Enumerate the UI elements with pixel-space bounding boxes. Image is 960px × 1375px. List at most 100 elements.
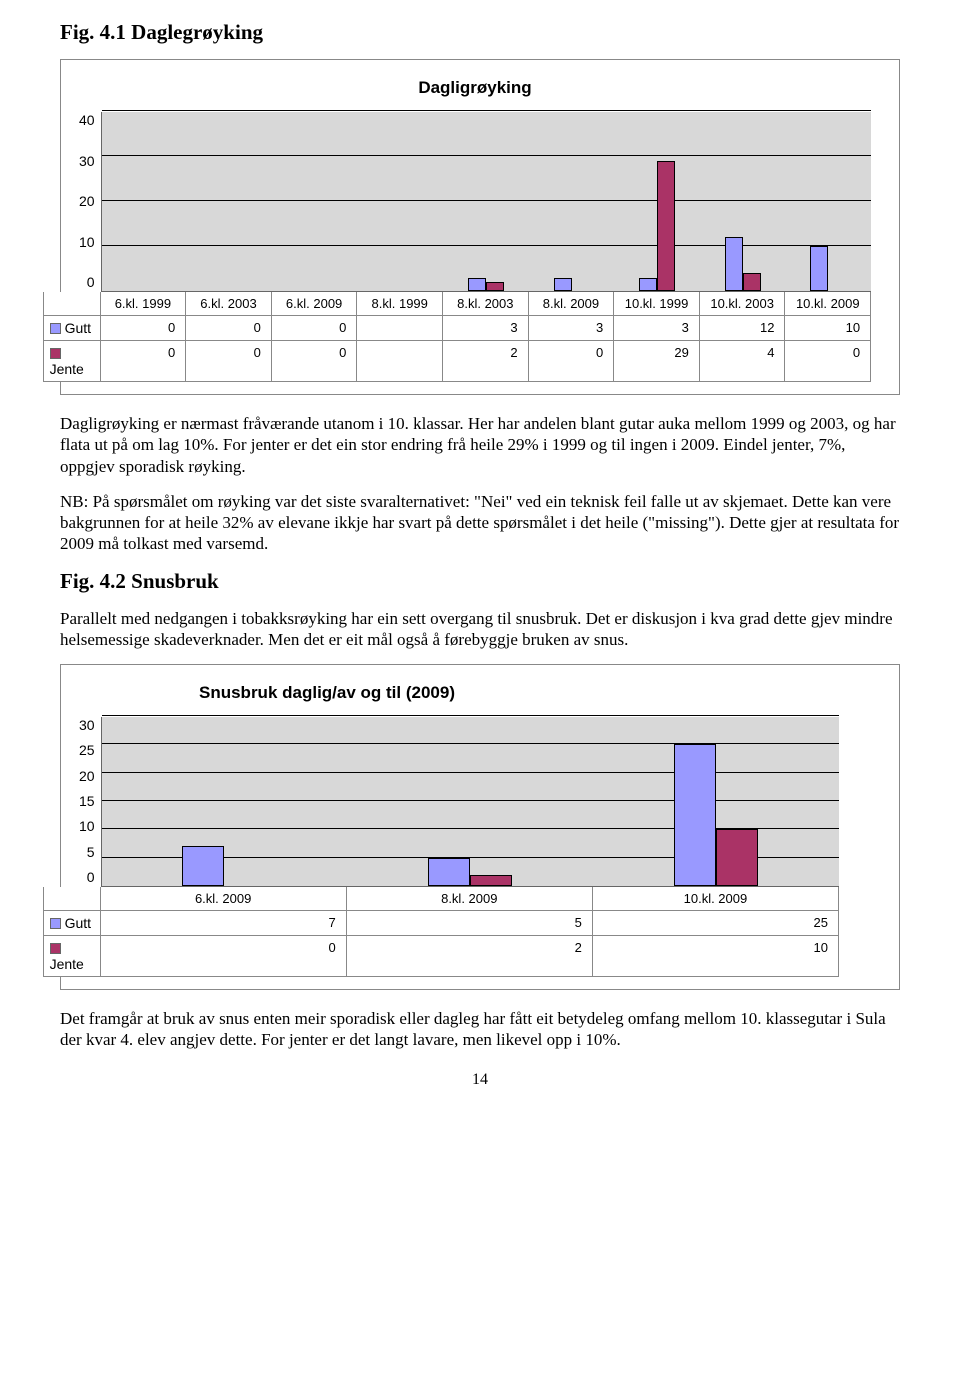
bar-gutt: [674, 744, 716, 886]
bar-jente: [657, 161, 675, 292]
bar-group: [700, 112, 785, 291]
ytick-label: 0: [87, 274, 95, 290]
xlabel-cell: 6.kl. 2009: [272, 292, 358, 316]
ytick-label: 40: [79, 112, 95, 128]
bar-group: [347, 717, 593, 886]
chart-yaxis: 30 25 20 15 10 5 0: [79, 717, 101, 887]
data-cell: 0: [529, 341, 615, 382]
bar-gutt: [182, 846, 224, 886]
data-cell: 0: [101, 316, 187, 341]
legend-jente: Jente: [43, 341, 101, 382]
chart-plot-area: [101, 717, 839, 887]
ytick-label: 20: [79, 768, 95, 784]
data-cell: 0: [272, 316, 358, 341]
bar-gutt: [554, 278, 572, 292]
data-cell: 0: [272, 341, 358, 382]
bar-jente: [743, 273, 761, 291]
chart-xaxis-row: 6.kl. 20098.kl. 200910.kl. 2009: [43, 887, 839, 911]
data-cell: 29: [614, 341, 700, 382]
chart-title: Dagligrøyking: [79, 78, 871, 98]
xlabel-cell: 10.kl. 2009: [593, 887, 839, 911]
paragraph: Parallelt med nedgangen i tobakksrøyking…: [60, 608, 900, 651]
ytick-label: 10: [79, 234, 95, 250]
bar-jente: [716, 829, 758, 886]
xlabel-cell: 6.kl. 2009: [101, 887, 347, 911]
table-row: Gutt 7525: [43, 911, 839, 936]
legend-gutt: Gutt: [43, 316, 101, 341]
ytick-label: 20: [79, 193, 95, 209]
xlabel-cell: 10.kl. 2009: [785, 292, 871, 316]
ytick-label: 25: [79, 742, 95, 758]
xlabel-cell: 8.kl. 2009: [347, 887, 593, 911]
section-heading: Fig. 4.1 Daglegrøyking: [60, 20, 900, 45]
chart-plot-area: [101, 112, 871, 292]
data-cell: 5: [347, 911, 593, 936]
legend-swatch-gutt: [50, 918, 61, 929]
page-number: 14: [60, 1071, 900, 1089]
bar-group: [102, 717, 348, 886]
paragraph: Det framgår at bruk av snus enten meir s…: [60, 1008, 900, 1051]
paragraph: NB: På spørsmålet om røyking var det sis…: [60, 491, 900, 555]
data-cell: 25: [593, 911, 839, 936]
bar-group: [102, 112, 187, 291]
chart-dagligroyking: Dagligrøyking 403020100 6.kl. 19996.kl. …: [60, 59, 900, 395]
table-corner-cell: [43, 887, 101, 911]
ytick-label: 10: [79, 818, 95, 834]
legend-jente: Jente: [43, 936, 101, 977]
data-cell: 2: [347, 936, 593, 977]
ytick-label: 0: [87, 869, 95, 885]
section-heading: Fig. 4.2 Snusbruk: [60, 569, 900, 594]
chart-title: Snusbruk daglig/av og til (2009): [79, 683, 839, 703]
ytick-label: 5: [87, 844, 95, 860]
data-cell: 2: [443, 341, 529, 382]
bar-group: [614, 112, 699, 291]
chart-xaxis-row: 6.kl. 19996.kl. 20036.kl. 20098.kl. 1999…: [43, 292, 871, 316]
bar-gutt: [428, 858, 470, 886]
legend-swatch-jente: [50, 348, 61, 359]
data-cell: 0: [785, 341, 871, 382]
bar-group: [529, 112, 614, 291]
data-cell: 0: [101, 341, 187, 382]
legend-gutt: Gutt: [43, 911, 101, 936]
data-cell: [357, 341, 443, 382]
legend-swatch-jente: [50, 943, 61, 954]
xlabel-cell: 10.kl. 1999: [614, 292, 700, 316]
bar-jente: [470, 875, 512, 886]
bar-jente: [486, 282, 504, 291]
xlabel-cell: 6.kl. 2003: [186, 292, 272, 316]
xlabel-cell: 8.kl. 1999: [357, 292, 443, 316]
bar-group: [444, 112, 529, 291]
bar-gutt: [725, 237, 743, 291]
data-cell: 0: [101, 936, 347, 977]
xlabel-cell: 8.kl. 2009: [529, 292, 615, 316]
bar-group: [273, 112, 358, 291]
data-cell: 3: [614, 316, 700, 341]
ytick-label: 30: [79, 717, 95, 733]
paragraph: Dagligrøyking er nærmast fråværande utan…: [60, 413, 900, 477]
xlabel-cell: 8.kl. 2003: [443, 292, 529, 316]
ytick-label: 15: [79, 793, 95, 809]
data-cell: 10: [785, 316, 871, 341]
bar-group: [187, 112, 272, 291]
table-row: Jente 0210: [43, 936, 839, 977]
bar-gutt: [639, 278, 657, 292]
data-cell: 12: [700, 316, 786, 341]
xlabel-cell: 6.kl. 1999: [101, 292, 187, 316]
chart-yaxis: 403020100: [79, 112, 101, 292]
data-cell: [357, 316, 443, 341]
data-cell: 0: [186, 341, 272, 382]
chart-snusbruk: Snusbruk daglig/av og til (2009) 3025201…: [60, 664, 900, 990]
data-cell: 3: [529, 316, 615, 341]
table-row: Gutt 0003331210: [43, 316, 871, 341]
data-cell: 10: [593, 936, 839, 977]
bar-gutt: [468, 278, 486, 292]
bar-group: [593, 717, 839, 886]
table-row: Jente 000202940: [43, 341, 871, 382]
xlabel-cell: 10.kl. 2003: [700, 292, 786, 316]
data-cell: 3: [443, 316, 529, 341]
bar-gutt: [810, 246, 828, 291]
data-cell: 4: [700, 341, 786, 382]
bar-group: [358, 112, 443, 291]
legend-swatch-gutt: [50, 323, 61, 334]
bar-group: [785, 112, 870, 291]
